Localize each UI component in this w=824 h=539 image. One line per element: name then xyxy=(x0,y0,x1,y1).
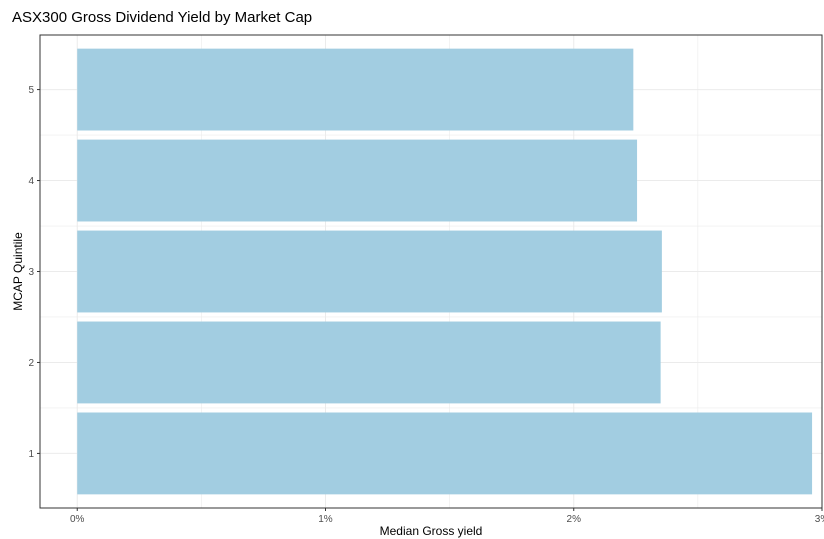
bar-quintile-1 xyxy=(77,412,813,495)
x-tick-label: 3% xyxy=(815,514,824,525)
y-tick-label: 3 xyxy=(28,267,34,278)
y-axis-title: MCAP Quintile xyxy=(11,232,25,311)
x-tick-label: 0% xyxy=(70,514,85,525)
bar-quintile-4 xyxy=(77,139,638,222)
x-axis-ticks: 0% 1% 2% 3% xyxy=(70,508,824,525)
x-tick-label: 2% xyxy=(567,514,582,525)
bar-quintile-5 xyxy=(77,48,634,131)
y-tick-label: 1 xyxy=(28,449,34,460)
chart-title: ASX300 Gross Dividend Yield by Market Ca… xyxy=(12,9,313,26)
bars xyxy=(77,48,813,495)
x-axis-title: Median Gross yield xyxy=(380,524,483,538)
y-axis-ticks: 1 2 3 4 5 xyxy=(28,85,40,460)
y-tick-label: 5 xyxy=(28,85,34,96)
bar-quintile-3 xyxy=(77,230,662,313)
x-tick-label: 1% xyxy=(318,514,333,525)
bar-quintile-2 xyxy=(77,321,661,404)
y-tick-label: 2 xyxy=(28,358,34,369)
y-tick-label: 4 xyxy=(28,176,34,187)
